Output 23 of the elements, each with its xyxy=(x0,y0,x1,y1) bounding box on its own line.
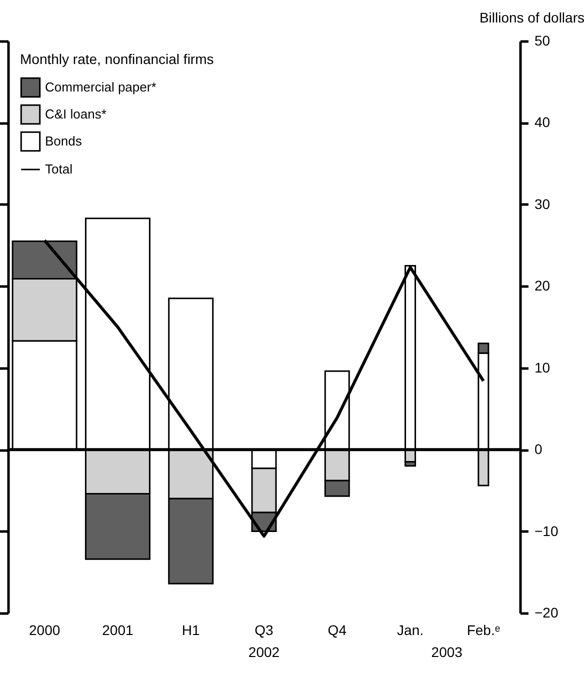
y-tick-label: 20 xyxy=(534,278,550,294)
legend-label: Commercial paper* xyxy=(45,80,156,94)
x-tick-label: Feb.ᵉ xyxy=(466,622,500,638)
x-tick-label: Q3 xyxy=(254,622,274,638)
text: 2002 xyxy=(248,644,280,660)
y-tick-label: −10 xyxy=(534,522,558,539)
x-tick-label: 2000 xyxy=(28,622,60,638)
legend-label: C&I loans* xyxy=(45,106,106,122)
y-tick-label: −20 xyxy=(534,604,558,620)
y-tick-label: 50 xyxy=(534,32,550,48)
legend-label: Bonds xyxy=(45,134,82,148)
legend-label: Total xyxy=(45,162,73,176)
x-tick-label: Q4 xyxy=(328,622,347,638)
legend-title: Monthly rate, nonfinancial firms xyxy=(20,51,214,67)
x-tick-label: Jan. xyxy=(397,622,424,638)
x-tick-label: 2001 xyxy=(102,622,134,638)
text: 2003 xyxy=(431,644,463,660)
y-tick-label: 40 xyxy=(534,114,550,130)
y-axis-title: Billions of dollars xyxy=(479,10,584,26)
y-tick-label: 0 xyxy=(534,441,542,458)
y-tick-label: 30 xyxy=(534,196,550,212)
x-tick-label: H1 xyxy=(182,622,200,638)
y-tick-label: 10 xyxy=(534,359,550,376)
